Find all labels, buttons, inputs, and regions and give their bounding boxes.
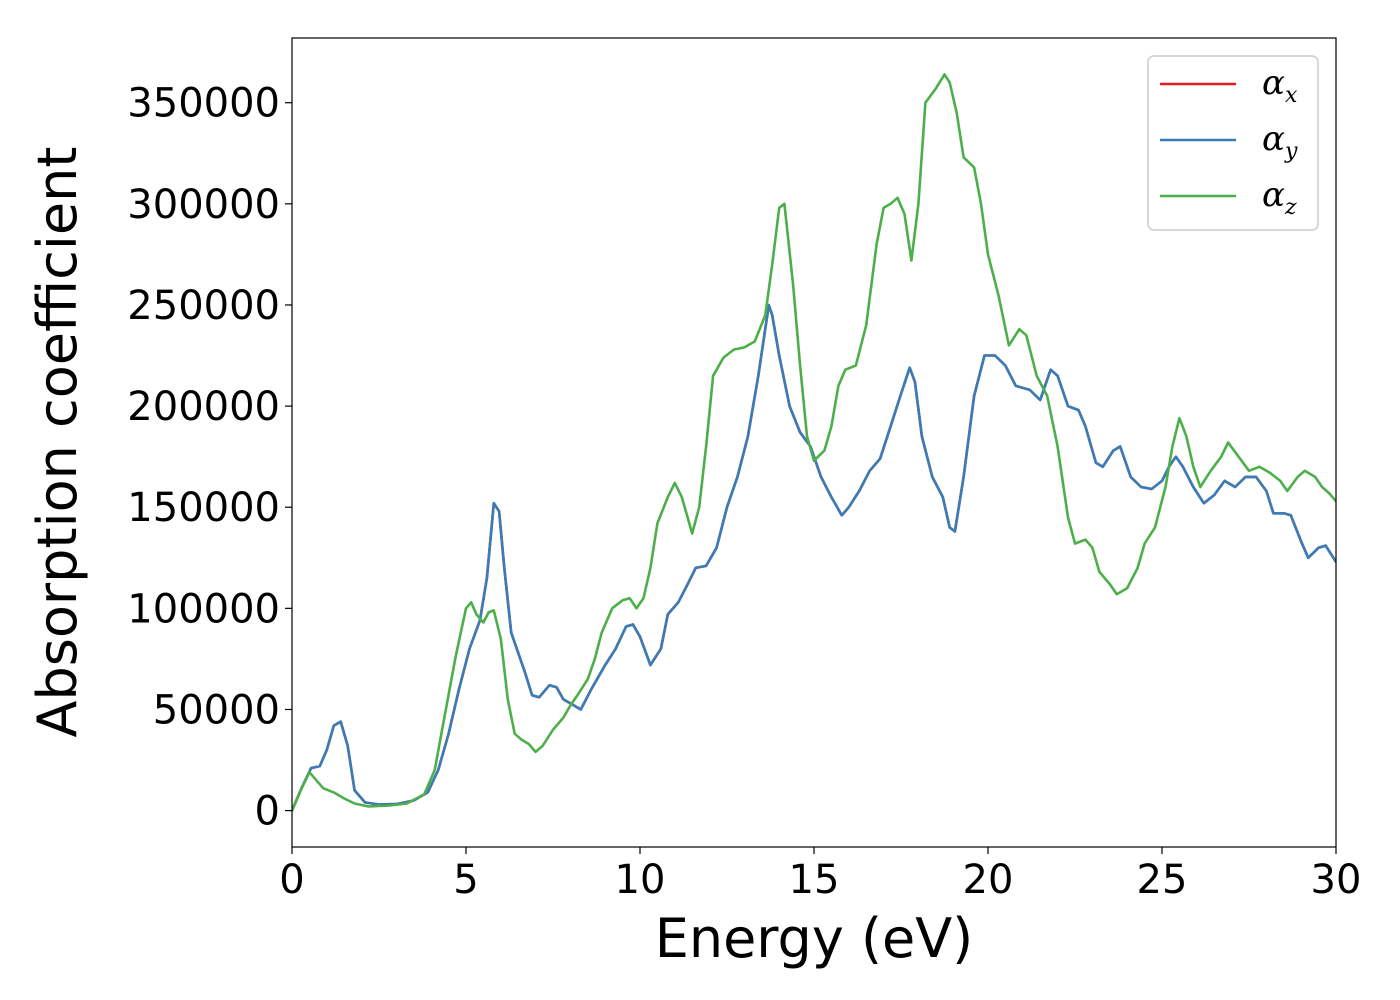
y-axis-title: Absorption coefficient <box>26 147 89 738</box>
y-tick-label: 0 <box>255 789 280 835</box>
y-tick-label: 100000 <box>127 586 280 632</box>
legend-box <box>1147 55 1319 231</box>
legend-subscript: z <box>1284 195 1297 220</box>
x-axis: 0 5 10 15 20 25 30 <box>279 847 1361 903</box>
legend-label-y: αy <box>1262 119 1298 164</box>
y-tick-label: 50000 <box>153 687 280 733</box>
x-tick-label: 30 <box>1311 857 1362 903</box>
y-tick-label: 300000 <box>127 182 280 228</box>
legend-symbol: α <box>1262 119 1285 159</box>
legend-label-z: αz <box>1262 175 1297 220</box>
x-tick-label: 5 <box>453 857 478 903</box>
x-tick-label: 15 <box>789 857 840 903</box>
legend-symbol: α <box>1262 63 1285 103</box>
x-tick-label: 25 <box>1137 857 1188 903</box>
y-tick-label: 150000 <box>127 485 280 531</box>
y-tick-label: 350000 <box>127 81 280 127</box>
series-line-z <box>292 73 1336 812</box>
series-layer <box>292 73 1336 812</box>
x-axis-title: Energy (eV) <box>655 907 974 970</box>
y-axis: 0 50000 100000 150000 200000 250000 300000 3500… <box>127 81 292 835</box>
legend-subscript: x <box>1285 83 1298 108</box>
legend-subscript: y <box>1284 139 1298 164</box>
y-tick-label: 200000 <box>127 384 280 430</box>
y-tick-label: 250000 <box>127 283 280 329</box>
x-tick-label: 20 <box>963 857 1014 903</box>
x-tick-label: 10 <box>615 857 666 903</box>
legend-symbol: α <box>1262 175 1285 215</box>
legend-label-x: αx <box>1262 63 1298 108</box>
x-tick-label: 0 <box>279 857 304 903</box>
